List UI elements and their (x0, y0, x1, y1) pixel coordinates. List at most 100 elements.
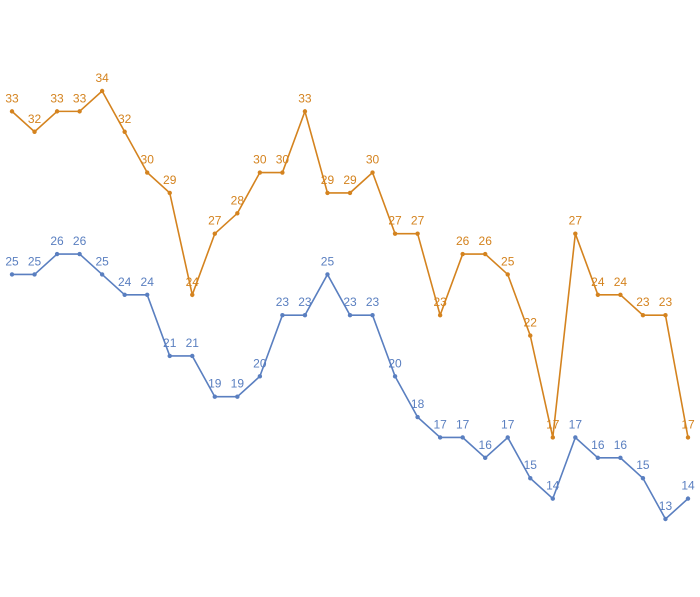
point (235, 211, 240, 216)
data-label: 21 (163, 336, 177, 350)
data-label: 24 (591, 275, 605, 289)
data-label: 29 (321, 173, 335, 187)
point (257, 170, 263, 175)
point (528, 476, 533, 481)
point (595, 455, 601, 461)
data-label: 30 (366, 153, 380, 167)
point (122, 129, 127, 134)
point (618, 455, 623, 461)
data-label: 23 (298, 295, 312, 309)
data-label: 25 (501, 254, 515, 268)
data-label: 26 (73, 234, 87, 248)
point (392, 231, 398, 236)
data-label: 16 (614, 438, 628, 452)
data-label: 17 (501, 417, 515, 431)
point (505, 435, 510, 440)
point (618, 292, 623, 298)
point (99, 272, 105, 277)
data-label: 25 (95, 254, 109, 268)
data-label: 17 (681, 417, 695, 431)
data-label: 23 (636, 295, 650, 309)
data-label: 24 (141, 275, 155, 289)
data-label: 14 (681, 479, 695, 493)
point (145, 292, 150, 298)
point (550, 435, 555, 440)
point (483, 251, 488, 257)
point (573, 231, 578, 236)
data-label: 17 (456, 417, 470, 431)
data-label: 23 (659, 295, 673, 309)
point (32, 272, 37, 277)
point (663, 312, 668, 318)
point (685, 496, 691, 501)
data-label: 15 (524, 458, 538, 472)
data-label: 22 (524, 316, 538, 330)
data-label: 32 (118, 112, 132, 126)
data-label: 33 (73, 91, 87, 105)
point (212, 394, 217, 399)
point (99, 88, 105, 94)
point (505, 272, 510, 277)
data-label: 30 (141, 153, 155, 167)
data-label: 16 (479, 438, 493, 452)
data-label: 26 (456, 234, 470, 248)
data-label: 18 (411, 397, 425, 411)
point (415, 414, 420, 420)
data-label: 19 (231, 377, 245, 391)
data-label: 20 (388, 356, 402, 370)
point (190, 292, 195, 298)
data-label: 23 (276, 295, 290, 309)
data-label: 24 (614, 275, 628, 289)
data-label: 23 (343, 295, 357, 309)
data-label: 34 (95, 71, 109, 85)
data-label: 21 (186, 336, 200, 350)
data-label: 27 (208, 214, 222, 228)
point (167, 353, 172, 359)
data-label: 24 (186, 275, 200, 289)
point (685, 435, 691, 440)
data-label: 25 (321, 254, 335, 268)
point (437, 312, 443, 318)
point (257, 374, 263, 379)
data-label: 25 (28, 254, 42, 268)
point (212, 231, 217, 236)
data-label: 29 (163, 173, 177, 187)
point (122, 292, 127, 298)
point (9, 109, 15, 114)
point (640, 312, 646, 318)
point (190, 353, 195, 359)
data-label: 17 (433, 417, 447, 431)
point (32, 129, 37, 134)
data-label: 14 (546, 479, 560, 493)
point (595, 292, 601, 298)
series-line (12, 253, 689, 521)
point (573, 435, 578, 440)
point (280, 312, 285, 318)
data-label: 32 (28, 112, 42, 126)
data-label: 24 (118, 275, 132, 289)
point (460, 251, 465, 257)
point (145, 170, 150, 175)
data-label: 23 (366, 295, 380, 309)
data-label: 27 (388, 214, 402, 228)
point (77, 109, 82, 114)
point (325, 190, 330, 196)
point (392, 374, 398, 379)
data-label: 13 (659, 499, 673, 513)
point (347, 312, 353, 318)
point (370, 312, 375, 318)
data-label: 17 (569, 417, 583, 431)
point (460, 435, 465, 440)
data-label: 27 (411, 214, 425, 228)
data-label: 33 (50, 91, 64, 105)
point (77, 251, 82, 257)
data-label: 27 (569, 214, 583, 228)
data-label: 15 (636, 458, 650, 472)
data-label: 30 (253, 153, 267, 167)
point (550, 496, 555, 501)
data-label: 33 (298, 91, 312, 105)
data-label: 28 (231, 193, 245, 207)
point (325, 272, 330, 277)
data-label: 25 (5, 254, 19, 268)
point (370, 170, 375, 175)
